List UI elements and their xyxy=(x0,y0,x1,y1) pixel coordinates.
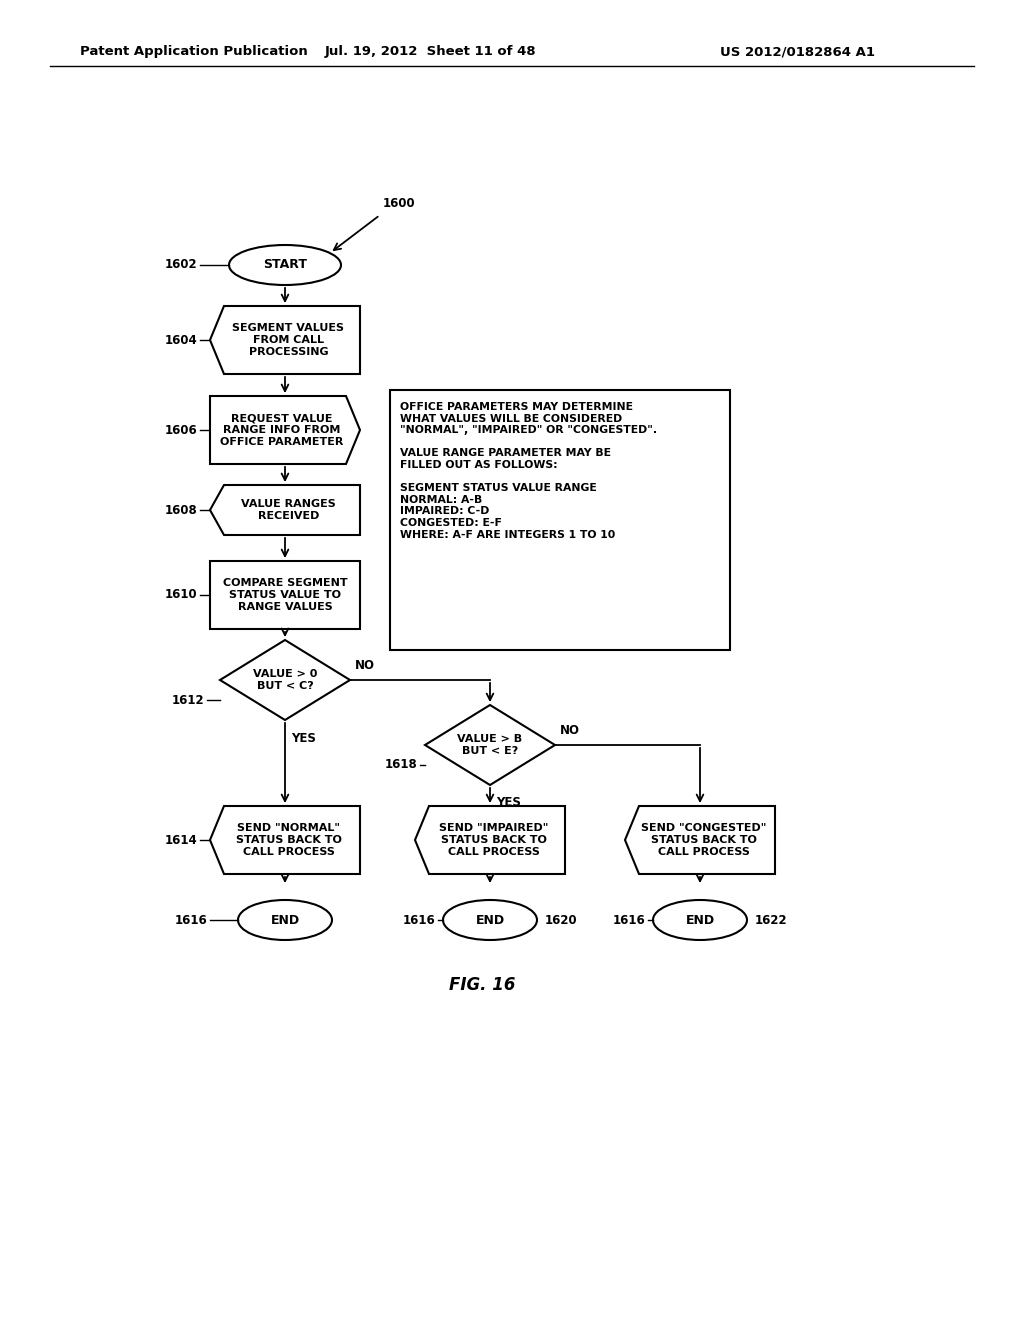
Text: END: END xyxy=(475,913,505,927)
Text: 1614: 1614 xyxy=(164,833,197,846)
Text: 1620: 1620 xyxy=(545,913,578,927)
Text: COMPARE SEGMENT
STATUS VALUE TO
RANGE VALUES: COMPARE SEGMENT STATUS VALUE TO RANGE VA… xyxy=(222,578,347,611)
Text: Patent Application Publication: Patent Application Publication xyxy=(80,45,308,58)
Polygon shape xyxy=(415,807,565,874)
Text: 1608: 1608 xyxy=(164,503,197,516)
Polygon shape xyxy=(210,807,360,874)
Text: NO: NO xyxy=(560,723,580,737)
Text: 1602: 1602 xyxy=(165,259,197,272)
Polygon shape xyxy=(210,484,360,535)
Text: YES: YES xyxy=(496,796,521,809)
Text: YES: YES xyxy=(291,731,315,744)
Text: FIG. 16: FIG. 16 xyxy=(449,975,515,994)
Text: END: END xyxy=(270,913,300,927)
Text: SEND "IMPAIRED"
STATUS BACK TO
CALL PROCESS: SEND "IMPAIRED" STATUS BACK TO CALL PROC… xyxy=(439,824,548,857)
Polygon shape xyxy=(220,640,350,719)
Polygon shape xyxy=(625,807,775,874)
Text: VALUE > B
BUT < E?: VALUE > B BUT < E? xyxy=(458,734,522,756)
FancyBboxPatch shape xyxy=(210,561,360,630)
Polygon shape xyxy=(210,306,360,374)
Polygon shape xyxy=(210,396,360,465)
Text: REQUEST VALUE
RANGE INFO FROM
OFFICE PARAMETER: REQUEST VALUE RANGE INFO FROM OFFICE PAR… xyxy=(220,413,343,446)
Text: VALUE RANGES
RECEIVED: VALUE RANGES RECEIVED xyxy=(241,499,336,521)
Text: START: START xyxy=(263,259,307,272)
Text: SEGMENT VALUES
FROM CALL
PROCESSING: SEGMENT VALUES FROM CALL PROCESSING xyxy=(232,323,344,356)
Text: 1616: 1616 xyxy=(174,913,207,927)
Text: NO: NO xyxy=(355,659,375,672)
Text: Jul. 19, 2012  Sheet 11 of 48: Jul. 19, 2012 Sheet 11 of 48 xyxy=(325,45,536,58)
Text: 1616: 1616 xyxy=(402,913,435,927)
Text: END: END xyxy=(685,913,715,927)
Text: 1610: 1610 xyxy=(165,589,197,602)
Text: US 2012/0182864 A1: US 2012/0182864 A1 xyxy=(720,45,874,58)
Text: 1622: 1622 xyxy=(755,913,787,927)
Text: 1600: 1600 xyxy=(383,197,416,210)
Text: 1616: 1616 xyxy=(612,913,645,927)
Text: 1612: 1612 xyxy=(171,693,204,706)
Text: OFFICE PARAMETERS MAY DETERMINE
WHAT VALUES WILL BE CONSIDERED
"NORMAL", "IMPAIR: OFFICE PARAMETERS MAY DETERMINE WHAT VAL… xyxy=(400,403,657,540)
Text: 1618: 1618 xyxy=(384,759,417,771)
Text: SEND "CONGESTED"
STATUS BACK TO
CALL PROCESS: SEND "CONGESTED" STATUS BACK TO CALL PRO… xyxy=(641,824,766,857)
Polygon shape xyxy=(425,705,555,785)
Text: SEND "NORMAL"
STATUS BACK TO
CALL PROCESS: SEND "NORMAL" STATUS BACK TO CALL PROCES… xyxy=(236,824,341,857)
Text: 1604: 1604 xyxy=(164,334,197,346)
Text: 1606: 1606 xyxy=(164,424,197,437)
FancyBboxPatch shape xyxy=(390,389,730,649)
Text: VALUE > 0
BUT < C?: VALUE > 0 BUT < C? xyxy=(253,669,317,690)
